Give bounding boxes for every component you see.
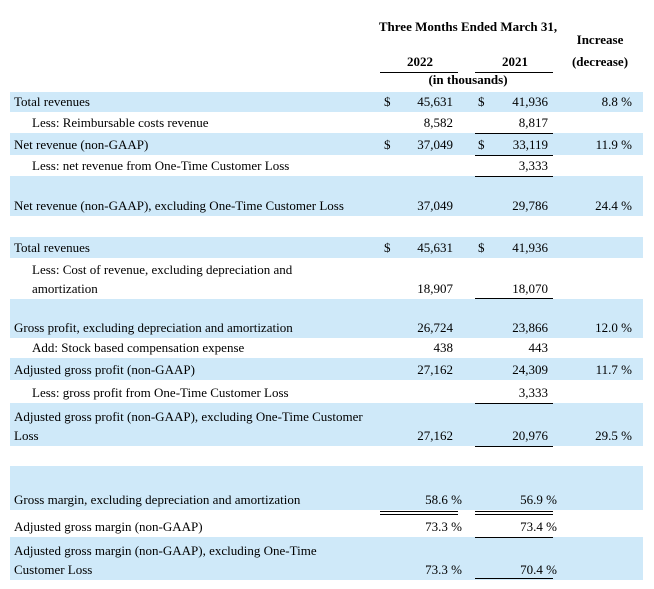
value-2022: 58.6 % bbox=[425, 492, 462, 507]
currency: $ bbox=[384, 137, 391, 152]
year-header: 2022 bbox=[407, 54, 433, 69]
currency: $ bbox=[384, 94, 391, 109]
row-label: Gross margin, excluding depreciation and… bbox=[14, 492, 301, 507]
change-header: Increase (decrease) bbox=[571, 32, 629, 69]
row-band bbox=[10, 466, 643, 510]
row-label: Adjusted gross profit (non-GAAP), exclud… bbox=[14, 409, 363, 443]
value-2022: 37,049 bbox=[417, 137, 453, 152]
change: 8.8 % bbox=[601, 94, 632, 109]
row-band bbox=[10, 133, 643, 155]
row-label: Total revenues bbox=[14, 240, 90, 255]
value-2022: 45,631 bbox=[417, 94, 453, 109]
rule bbox=[380, 514, 458, 515]
change: 24.4 % bbox=[595, 198, 632, 213]
rule bbox=[475, 511, 553, 512]
rule bbox=[475, 514, 553, 515]
year-header: 2021 bbox=[502, 54, 528, 69]
row-label: Adjusted gross margin (non-GAAP) bbox=[14, 519, 203, 534]
rule bbox=[475, 446, 553, 447]
row-label: Adjusted gross profit (non-GAAP) bbox=[14, 362, 195, 377]
row-label: Gross profit, excluding depreciation and… bbox=[14, 320, 293, 335]
row-band bbox=[10, 358, 643, 380]
value-2021: 3,333 bbox=[518, 158, 548, 173]
value-2022: 27,162 bbox=[417, 362, 453, 377]
rule bbox=[475, 537, 553, 538]
change: 29.5 % bbox=[595, 428, 632, 443]
row-label: Total revenues bbox=[14, 94, 90, 109]
value-2022: 37,049 bbox=[417, 198, 453, 213]
value-2022: 27,162 bbox=[417, 428, 453, 443]
currency: $ bbox=[478, 137, 485, 152]
value-2021: 24,309 bbox=[512, 362, 548, 377]
units-header: (in thousands) bbox=[428, 72, 508, 87]
change: 12.0 % bbox=[595, 320, 632, 335]
rule bbox=[475, 403, 553, 404]
row-band bbox=[10, 176, 643, 216]
rule bbox=[380, 511, 458, 512]
row-label: Net revenue (non-GAAP), excluding One-Ti… bbox=[14, 198, 344, 213]
value-2021: 56.9 % bbox=[520, 492, 557, 507]
row-band bbox=[10, 403, 643, 446]
change: 11.7 % bbox=[595, 362, 632, 377]
value-2022: 438 bbox=[433, 340, 454, 355]
row-band bbox=[10, 537, 643, 580]
change: 11.9 % bbox=[595, 137, 632, 152]
rule bbox=[475, 578, 553, 579]
rule bbox=[475, 72, 553, 73]
rule bbox=[475, 133, 553, 134]
value-2021: 29,786 bbox=[512, 198, 548, 213]
value-2021: 41,936 bbox=[512, 94, 548, 109]
value-2022: 8,582 bbox=[423, 115, 453, 130]
value-2022: 45,631 bbox=[417, 240, 453, 255]
value-2022: 18,907 bbox=[417, 281, 453, 296]
row-label: Net revenue (non-GAAP) bbox=[14, 137, 149, 152]
row-label: Less: Cost of revenue, excluding depreci… bbox=[32, 262, 293, 296]
period-header: Three Months Ended March 31, bbox=[378, 19, 558, 34]
row-band bbox=[10, 299, 643, 338]
currency: $ bbox=[478, 240, 485, 255]
value-2021: 18,070 bbox=[512, 281, 548, 296]
value-2021: 73.4 % bbox=[520, 519, 557, 534]
row-label: Adjusted gross margin (non-GAAP), exclud… bbox=[14, 543, 317, 577]
value-2021: 41,936 bbox=[512, 240, 548, 255]
value-2021: 20,976 bbox=[512, 428, 548, 443]
value-2022: 73.3 % bbox=[425, 519, 462, 534]
row-label: Less: gross profit from One-Time Custome… bbox=[32, 385, 289, 400]
rule bbox=[475, 176, 553, 177]
value-2021: 8,817 bbox=[518, 115, 548, 130]
value-2021: 23,866 bbox=[512, 320, 548, 335]
rule bbox=[475, 155, 553, 156]
row-label: Less: Reimbursable costs revenue bbox=[32, 115, 209, 130]
value-2022: 73.3 % bbox=[425, 562, 462, 577]
rule bbox=[475, 298, 553, 299]
value-2021: 443 bbox=[528, 340, 549, 355]
row-label: Add: Stock based compensation expense bbox=[32, 340, 245, 355]
value-2021: 33,119 bbox=[512, 137, 548, 152]
row-band bbox=[10, 92, 643, 112]
currency: $ bbox=[478, 94, 485, 109]
row-band bbox=[10, 237, 643, 258]
row-label: Less: net revenue from One-Time Customer… bbox=[32, 158, 290, 173]
currency: $ bbox=[384, 240, 391, 255]
value-2022: 26,724 bbox=[417, 320, 453, 335]
value-2021: 70.4 % bbox=[520, 562, 557, 577]
rule bbox=[380, 72, 458, 73]
value-2021: 3,333 bbox=[518, 385, 548, 400]
